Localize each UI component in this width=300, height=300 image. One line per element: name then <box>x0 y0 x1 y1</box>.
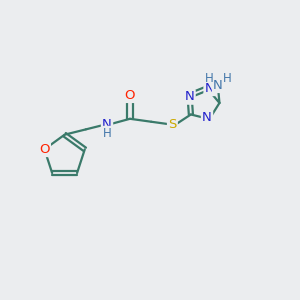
Text: H: H <box>205 72 214 85</box>
Text: S: S <box>168 118 177 131</box>
Text: N: N <box>202 111 212 124</box>
Text: N: N <box>205 82 214 95</box>
Text: N: N <box>102 118 112 130</box>
Text: H: H <box>103 127 111 140</box>
Text: H: H <box>222 72 231 85</box>
Text: N: N <box>213 79 223 92</box>
Text: N: N <box>185 91 194 103</box>
Text: O: O <box>125 89 135 102</box>
Text: O: O <box>39 143 50 156</box>
